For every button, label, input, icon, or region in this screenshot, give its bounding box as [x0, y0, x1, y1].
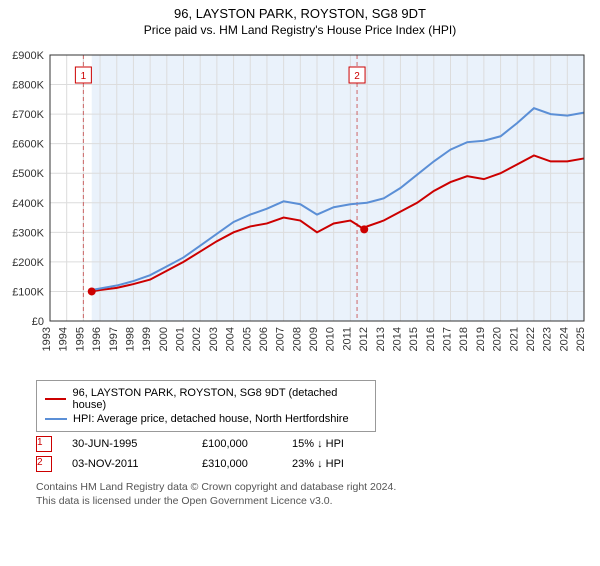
- svg-text:1: 1: [81, 71, 87, 82]
- svg-text:2021: 2021: [508, 327, 520, 351]
- svg-text:2024: 2024: [558, 327, 570, 351]
- svg-text:2003: 2003: [208, 327, 220, 351]
- svg-text:£0: £0: [32, 316, 44, 328]
- price-chart: 1993 1994 1995 1996 1997 1998 1999 2000 2001 2002…: [0, 37, 600, 372]
- transaction-row: 2 03-NOV-2011 £310,000 23% ↓ HPI: [36, 456, 600, 472]
- legend-swatch: [45, 418, 67, 420]
- svg-text:2025: 2025: [575, 327, 587, 351]
- chart-svg: 1993 1994 1995 1996 1997 1998 1999 2000 2001 2002…: [0, 37, 600, 367]
- svg-text:2017: 2017: [442, 327, 454, 351]
- transaction-hpi: 15% ↓ HPI: [292, 438, 382, 450]
- legend-item: 96, LAYSTON PARK, ROYSTON, SG8 9DT (deta…: [45, 387, 367, 411]
- svg-text:£400K: £400K: [12, 198, 44, 210]
- svg-text:2012: 2012: [358, 327, 370, 351]
- svg-text:1996: 1996: [91, 327, 103, 351]
- svg-text:2008: 2008: [291, 327, 303, 351]
- svg-text:1994: 1994: [58, 327, 70, 351]
- svg-text:2019: 2019: [475, 327, 487, 351]
- svg-text:£200K: £200K: [12, 257, 44, 269]
- svg-text:£900K: £900K: [12, 50, 44, 62]
- footnote: Contains HM Land Registry data © Crown c…: [36, 480, 588, 508]
- transaction-price: £100,000: [202, 438, 292, 450]
- legend-item: HPI: Average price, detached house, Nort…: [45, 413, 367, 425]
- transaction-date: 03-NOV-2011: [72, 458, 202, 470]
- svg-text:2000: 2000: [158, 327, 170, 351]
- svg-text:2014: 2014: [391, 327, 403, 351]
- svg-text:2005: 2005: [241, 327, 253, 351]
- svg-text:2022: 2022: [525, 327, 537, 351]
- footnote-line: This data is licensed under the Open Gov…: [36, 495, 333, 507]
- svg-text:2023: 2023: [542, 327, 554, 351]
- svg-text:2016: 2016: [425, 327, 437, 351]
- transaction-row: 1 30-JUN-1995 £100,000 15% ↓ HPI: [36, 436, 600, 452]
- svg-text:2007: 2007: [275, 327, 287, 351]
- page-subtitle: Price paid vs. HM Land Registry's House …: [0, 23, 600, 37]
- svg-text:2006: 2006: [258, 327, 270, 351]
- page: 96, LAYSTON PARK, ROYSTON, SG8 9DT Price…: [0, 6, 600, 566]
- svg-text:£300K: £300K: [12, 227, 44, 239]
- svg-text:1997: 1997: [108, 327, 120, 351]
- legend-label: HPI: Average price, detached house, Nort…: [73, 413, 349, 425]
- svg-text:1995: 1995: [74, 327, 86, 351]
- legend: 96, LAYSTON PARK, ROYSTON, SG8 9DT (deta…: [36, 380, 376, 432]
- svg-text:2015: 2015: [408, 327, 420, 351]
- page-title: 96, LAYSTON PARK, ROYSTON, SG8 9DT: [0, 6, 600, 21]
- legend-label: 96, LAYSTON PARK, ROYSTON, SG8 9DT (deta…: [72, 387, 367, 411]
- transaction-hpi: 23% ↓ HPI: [292, 458, 382, 470]
- svg-text:£100K: £100K: [12, 286, 44, 298]
- svg-text:£600K: £600K: [12, 139, 44, 151]
- svg-text:£800K: £800K: [12, 80, 44, 92]
- svg-text:2020: 2020: [492, 327, 504, 351]
- transaction-date: 30-JUN-1995: [72, 438, 202, 450]
- footnote-line: Contains HM Land Registry data © Crown c…: [36, 481, 396, 493]
- svg-text:2002: 2002: [191, 327, 203, 351]
- svg-text:2009: 2009: [308, 327, 320, 351]
- svg-text:1993: 1993: [41, 327, 53, 351]
- marker-badge: 1: [36, 436, 52, 452]
- legend-swatch: [45, 398, 66, 400]
- svg-text:2010: 2010: [325, 327, 337, 351]
- svg-text:2018: 2018: [458, 327, 470, 351]
- svg-text:£500K: £500K: [12, 168, 44, 180]
- svg-text:2001: 2001: [175, 327, 187, 351]
- transaction-price: £310,000: [202, 458, 292, 470]
- svg-text:1999: 1999: [141, 327, 153, 351]
- svg-text:2013: 2013: [375, 327, 387, 351]
- svg-text:2: 2: [354, 71, 360, 82]
- svg-text:2004: 2004: [225, 327, 237, 351]
- svg-text:2011: 2011: [341, 327, 353, 351]
- marker-badge: 2: [36, 456, 52, 472]
- svg-text:1998: 1998: [124, 327, 136, 351]
- svg-text:£700K: £700K: [12, 109, 44, 121]
